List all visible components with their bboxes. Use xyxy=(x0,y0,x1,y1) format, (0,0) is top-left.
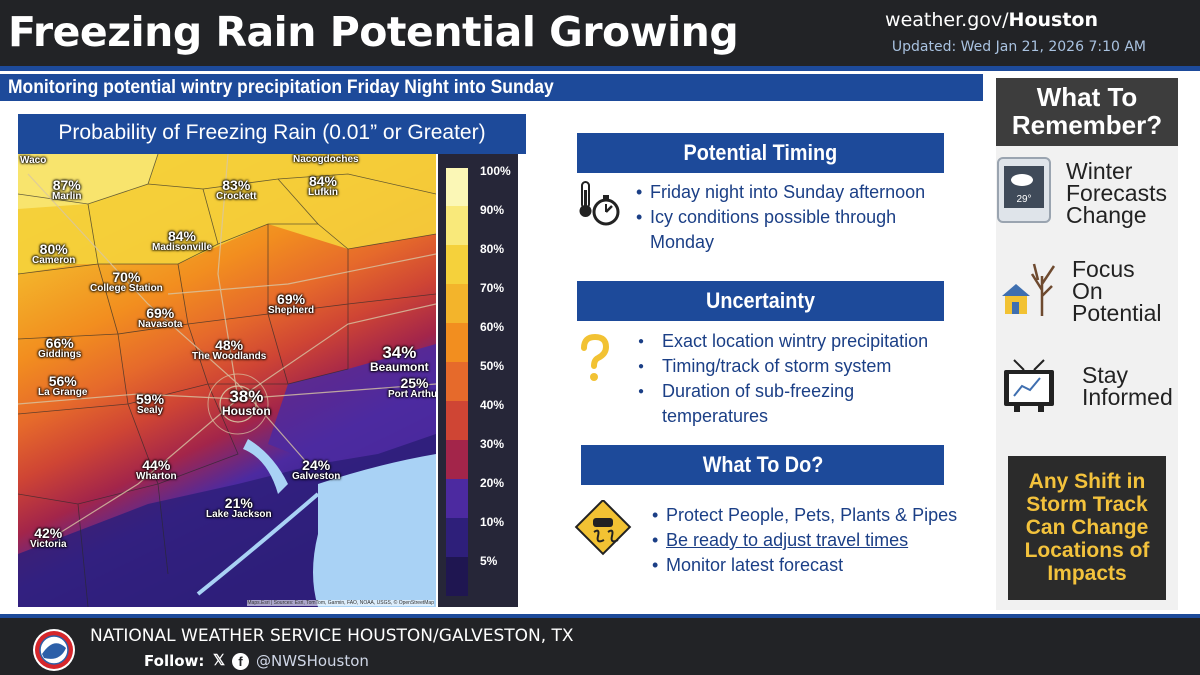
uncertainty-bullet-2: Timing/track of storm system xyxy=(634,354,928,379)
legend-swatch-10 xyxy=(446,518,468,557)
sidebar-item-focus: Focus On Potential xyxy=(1072,256,1162,326)
legend-label-5: 5% xyxy=(480,554,498,568)
place-the-woodlands: 48% The Woodlands xyxy=(192,337,267,362)
place-sealy: 59% Sealy xyxy=(136,391,165,416)
slippery-road-sign-icon xyxy=(574,500,632,556)
footer-bar xyxy=(0,618,1200,675)
place-victoria: 42% Victoria xyxy=(30,525,67,550)
timing-bullet-1: Friday night into Sunday afternoon xyxy=(636,180,925,205)
subtitle-text: Monitoring potential wintry precipitatio… xyxy=(8,77,554,98)
place-lake-jackson: 21% Lake Jackson xyxy=(206,495,272,520)
legend-label-50: 50% xyxy=(480,359,505,373)
sidebar-item-informed: Stay Informed xyxy=(1082,362,1173,410)
uncertainty-bullet-3-cont: temperatures xyxy=(662,406,769,426)
legend-swatch-20 xyxy=(446,479,468,518)
tv-broadcast-icon xyxy=(1004,359,1054,412)
place-wharton: 44% Wharton xyxy=(136,457,177,482)
header-divider xyxy=(0,66,1200,71)
site-prefix: weather.gov/ xyxy=(885,9,1009,31)
legend-label-60: 60% xyxy=(480,320,505,334)
social-handle[interactable]: @NWSHouston xyxy=(256,652,369,670)
place-houston: 38% Houston xyxy=(222,387,271,418)
x-icon[interactable]: 𝕏 xyxy=(212,652,226,669)
uncertainty-bullet-3: Duration of sub-freezing xyxy=(634,379,928,404)
place-la-grange: 56% La Grange xyxy=(38,373,88,398)
shift-callout: Any Shift in Storm Track Can Change Loca… xyxy=(1008,456,1166,600)
footer-organization: NATIONAL WEATHER SERVICE HOUSTON/GALVEST… xyxy=(90,626,574,646)
todo-heading: What To Do? xyxy=(581,445,944,485)
house-tree-icon xyxy=(998,256,1060,318)
place-crockett: 83% Crockett xyxy=(216,177,257,202)
subtitle-bar: Monitoring potential wintry precipitatio… xyxy=(0,74,983,101)
legend-swatch-50 xyxy=(446,362,468,401)
place-shepherd: 69% Shepherd xyxy=(268,291,315,316)
footer-divider xyxy=(0,614,1200,618)
thermometer-stopwatch-icon xyxy=(579,181,620,226)
map-attribution: Maps.Esri | Sources: Esri, TomTom, Garmi… xyxy=(247,600,434,606)
todo-bullets: Protect People, Pets, Plants & Pipes Be … xyxy=(652,503,957,578)
legend-swatch-40 xyxy=(446,401,468,440)
legend-swatch-100 xyxy=(446,168,468,206)
uncertainty-heading: Uncertainty xyxy=(577,281,944,321)
todo-bullet-3: Monitor latest forecast xyxy=(652,553,957,578)
place-waco: Waco xyxy=(20,155,47,166)
place-galveston: 24% Galveston xyxy=(292,457,341,482)
place-cameron: 80% Cameron xyxy=(32,241,76,266)
legend-swatch-30 xyxy=(446,440,468,479)
legend-label-70: 70% xyxy=(480,281,505,295)
footer-follow-label: Follow: xyxy=(144,652,205,670)
legend-swatch-60 xyxy=(446,323,468,362)
todo-bullet-2: Be ready to adjust travel times xyxy=(652,528,957,553)
timing-bullet-2-cont: Monday xyxy=(650,232,715,252)
map-title: Probability of Freezing Rain (0.01” or G… xyxy=(18,114,526,154)
place-college-station: 70% College Station xyxy=(90,269,163,294)
place-lufkin: 84% Lufkin xyxy=(308,173,338,198)
place-madisonville: 84% Madisonville xyxy=(152,228,213,253)
place-marlin: 87% Marlin xyxy=(52,177,82,202)
forecast-tablet-icon: 29° xyxy=(997,157,1051,223)
header-bar xyxy=(0,0,1200,68)
legend-label-40: 40% xyxy=(480,398,505,412)
site-office: Houston xyxy=(1008,9,1098,31)
legend-label-30: 30% xyxy=(480,437,505,451)
site-link[interactable]: weather.gov/Houston xyxy=(885,9,1098,31)
legend-swatch-90 xyxy=(446,206,468,245)
nws-logo-icon xyxy=(33,629,75,671)
map-graphic xyxy=(18,154,436,607)
uncertainty-bullets: Exact location wintry precipitation Timi… xyxy=(634,329,928,429)
updated-timestamp: Updated: Wed Jan 21, 2026 7:10 AM xyxy=(891,39,1146,55)
place-port-arthur: 25% Port Arthur xyxy=(388,375,436,400)
legend-label-10: 10% xyxy=(480,515,505,529)
page-title: Freezing Rain Potential Growing xyxy=(8,8,739,56)
legend-swatch-5 xyxy=(446,557,468,596)
place-navasota: 69% Navasota xyxy=(138,305,183,330)
timing-bullets: Friday night into Sunday afternoon Icy c… xyxy=(636,180,925,255)
place-beaumont: 34% Beaumont xyxy=(370,343,429,374)
place-giddings: 66% Giddings xyxy=(38,335,82,360)
legend-label-100: 100% xyxy=(480,164,511,178)
question-mark-icon xyxy=(581,334,610,381)
sidebar-item-forecasts: Winter Forecasts Change xyxy=(1066,158,1167,228)
legend-swatch-80 xyxy=(446,245,468,284)
timing-bullet-2: Icy conditions possible through xyxy=(636,205,925,230)
uncertainty-bullet-1: Exact location wintry precipitation xyxy=(634,329,928,354)
map-legend: 100% 90% 80% 70% 60% 50% 40% 30% 20% 10%… xyxy=(438,154,518,607)
legend-label-20: 20% xyxy=(480,476,505,490)
legend-swatch-70 xyxy=(446,284,468,323)
todo-bullet-1: Protect People, Pets, Plants & Pipes xyxy=(652,503,957,528)
svg-text:29°: 29° xyxy=(1016,194,1031,205)
facebook-icon[interactable]: f xyxy=(232,653,249,670)
legend-label-80: 80% xyxy=(480,242,505,256)
place-nacogdoches: Nacogdoches xyxy=(293,154,359,165)
timing-heading: Potential Timing xyxy=(577,133,944,173)
sidebar-heading: What To Remember? xyxy=(996,78,1178,146)
legend-label-90: 90% xyxy=(480,203,505,217)
probability-map: Waco 87% Marlin Nacogdoches 83% Crockett 8… xyxy=(18,154,436,607)
